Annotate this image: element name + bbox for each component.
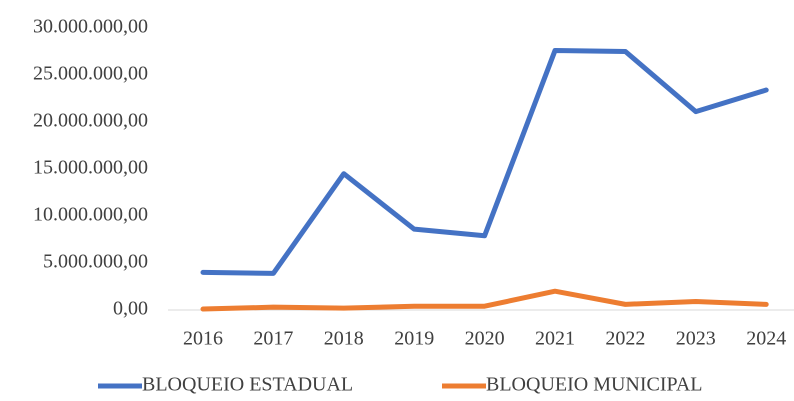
y-tick-label: 15.000.000,00 bbox=[33, 157, 148, 179]
x-tick-label: 2021 bbox=[535, 328, 575, 350]
y-tick-label: 25.000.000,00 bbox=[33, 63, 148, 85]
legend-label: BLOQUEIO MUNICIPAL bbox=[486, 374, 702, 396]
y-tick-label: 10.000.000,00 bbox=[33, 204, 148, 226]
x-tick-label: 2022 bbox=[605, 328, 645, 350]
y-tick-label: 20.000.000,00 bbox=[33, 110, 148, 132]
x-tick-label: 2024 bbox=[746, 328, 786, 350]
x-tick-label: 2018 bbox=[324, 328, 364, 350]
x-tick-label: 2023 bbox=[676, 328, 716, 350]
y-tick-label: 30.000.000,00 bbox=[33, 16, 148, 38]
series-line bbox=[200, 48, 769, 276]
x-tick-label: 2019 bbox=[394, 328, 434, 350]
y-tick-label: 0,00 bbox=[113, 298, 148, 320]
series-line bbox=[200, 288, 769, 312]
x-tick-label: 2016 bbox=[183, 328, 223, 350]
y-tick-label: 5.000.000,00 bbox=[43, 251, 148, 273]
x-tick-label: 2020 bbox=[465, 328, 505, 350]
x-tick-label: 2017 bbox=[253, 328, 293, 350]
legend-label: BLOQUEIO ESTADUAL bbox=[142, 374, 353, 396]
